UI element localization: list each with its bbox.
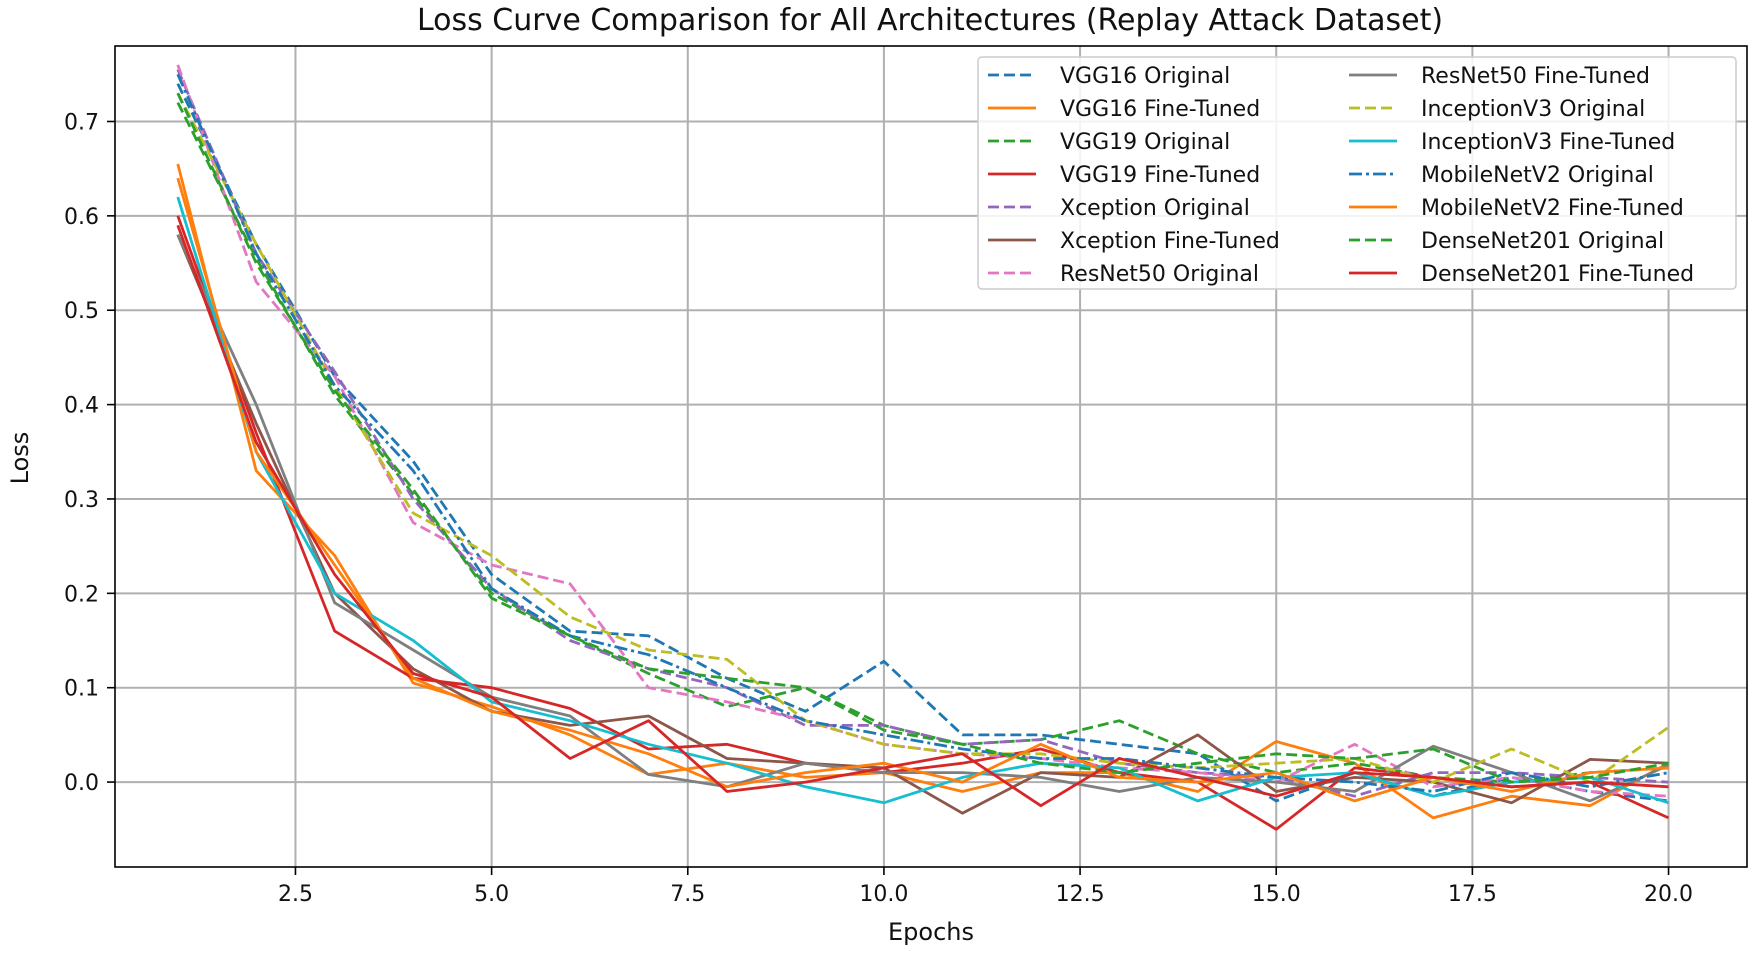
x-tick-label: 17.5: [1448, 882, 1497, 907]
legend-label-densenet201-original: DenseNet201 Original: [1421, 229, 1664, 254]
x-tick-label: 2.5: [278, 882, 313, 907]
legend-label-densenet201-fine-tuned: DenseNet201 Fine-Tuned: [1421, 262, 1694, 287]
x-tick-label: 20.0: [1644, 882, 1693, 907]
legend-label-vgg19-original: VGG19 Original: [1060, 130, 1230, 155]
y-tick-label: 0.0: [64, 771, 99, 796]
series-line-mobilenetv2-original: [176, 73, 1669, 793]
legend-label-vgg16-fine-tuned: VGG16 Fine-Tuned: [1060, 97, 1260, 122]
series-line-xception-original: [176, 69, 1669, 798]
legend-label-inceptionv3-original: InceptionV3 Original: [1421, 97, 1645, 122]
y-tick-label: 0.4: [64, 394, 99, 419]
plot-frame: [114, 45, 1748, 868]
y-tick-label: 0.7: [64, 110, 99, 135]
series-line-inceptionv3-fine-tuned: [176, 196, 1669, 805]
y-tick-label: 0.3: [64, 488, 99, 513]
series-line-mobilenetv2-fine-tuned: [176, 177, 1669, 803]
legend-label-inceptionv3-fine-tuned: InceptionV3 Fine-Tuned: [1421, 130, 1675, 155]
legend-label-xception-fine-tuned: Xception Fine-Tuned: [1060, 229, 1280, 254]
x-tick-label: 7.5: [670, 882, 705, 907]
legend-label-mobilenetv2-fine-tuned: MobileNetV2 Fine-Tuned: [1421, 196, 1684, 221]
series-line-vgg16-fine-tuned: [176, 163, 1670, 820]
x-tick-label: 10.0: [859, 882, 908, 907]
y-tick-label: 0.6: [64, 205, 99, 230]
series-line-densenet201-fine-tuned: [176, 224, 1669, 808]
series-line-resnet50-fine-tuned: [176, 234, 1670, 803]
series-line-densenet201-original: [176, 92, 1669, 784]
legend-label-resnet50-fine-tuned: ResNet50 Fine-Tuned: [1421, 64, 1650, 89]
series-line-vgg16-original: [176, 83, 1669, 803]
legend-label-mobilenetv2-original: MobileNetV2 Original: [1421, 163, 1654, 188]
series-line-xception-fine-tuned: [176, 234, 1669, 815]
series-line-resnet50-original: [176, 64, 1669, 798]
y-axis-label: Loss: [6, 432, 34, 485]
y-tick-label: 0.2: [64, 582, 99, 607]
series-layer: [176, 64, 1670, 831]
x-axis-label: Epochs: [888, 918, 974, 946]
series-line-inceptionv3-original: [176, 92, 1670, 784]
x-tick-label: 5.0: [474, 882, 509, 907]
chart-title: Loss Curve Comparison for All Architectu…: [417, 3, 1443, 38]
y-tick-label: 0.1: [64, 677, 99, 702]
x-tick-label: 12.5: [1056, 882, 1105, 907]
legend: VGG16 Original VGG16 Fine-Tuned VGG19 Orig…: [977, 56, 1737, 290]
tick-layer: 2.5 5.0 7.5 10.0 12.5 15.0 17.5 20.0 0.0 0.1 0.2 0.…: [64, 110, 1693, 907]
legend-label-vgg19-fine-tuned: VGG19 Fine-Tuned: [1060, 163, 1260, 188]
x-tick-label: 15.0: [1252, 882, 1301, 907]
y-tick-label: 0.5: [64, 299, 99, 324]
legend-label-resnet50-original: ResNet50 Original: [1060, 262, 1259, 287]
legend-label-vgg16-original: VGG16 Original: [1060, 64, 1230, 89]
legend-label-xception-original: Xception Original: [1060, 196, 1250, 221]
